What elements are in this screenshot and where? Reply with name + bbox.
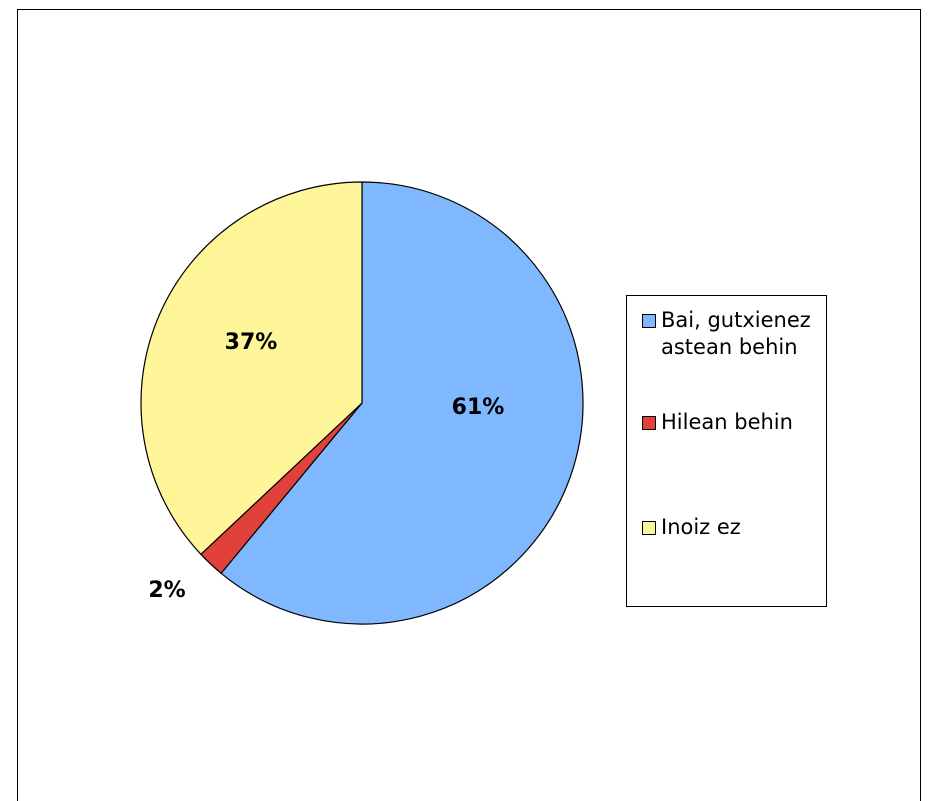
legend-swatch-inoiz bbox=[642, 521, 656, 535]
legend-item-bai: Bai, gutxienez astean behin bbox=[642, 307, 833, 361]
data-label-inoiz: 37% bbox=[225, 330, 278, 355]
data-label-bai: 61% bbox=[452, 395, 505, 420]
legend-swatch-bai bbox=[642, 314, 656, 328]
legend-item-inoiz: Inoiz ez bbox=[642, 514, 833, 541]
legend-swatch-hilean bbox=[642, 416, 656, 430]
pie-slice-bai bbox=[220, 181, 584, 625]
pie-slice-inoiz bbox=[140, 181, 363, 556]
legend-label-bai: Bai, gutxienez astean behin bbox=[661, 308, 811, 359]
legend: Bai, gutxienez astean behin Hilean behin… bbox=[626, 295, 827, 607]
legend-label-hilean: Hilean behin bbox=[661, 410, 793, 434]
data-label-hilean: 2% bbox=[148, 578, 185, 603]
legend-label-inoiz: Inoiz ez bbox=[661, 515, 741, 539]
legend-item-hilean: Hilean behin bbox=[642, 409, 833, 436]
